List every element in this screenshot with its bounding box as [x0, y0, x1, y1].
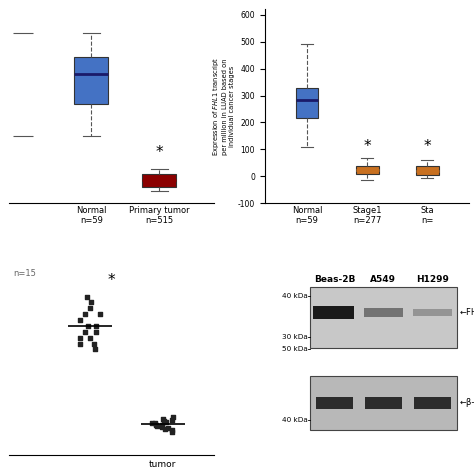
Bar: [365, 397, 402, 409]
Bar: [316, 397, 353, 409]
PathPatch shape: [356, 165, 379, 174]
Point: [161, 425, 169, 432]
Point: [92, 328, 100, 336]
Point: [85, 322, 92, 330]
Point: [153, 422, 161, 429]
Point: [77, 340, 84, 347]
Bar: [310, 286, 457, 348]
PathPatch shape: [142, 174, 176, 187]
Text: *: *: [423, 139, 431, 154]
Point: [160, 417, 168, 425]
Point: [96, 310, 104, 318]
Text: n=15: n=15: [13, 269, 36, 278]
Bar: [313, 306, 354, 319]
Point: [81, 328, 89, 336]
Point: [168, 416, 176, 424]
Bar: [413, 309, 452, 316]
Point: [158, 423, 165, 431]
Point: [86, 334, 93, 341]
PathPatch shape: [416, 166, 438, 175]
Point: [76, 334, 84, 341]
Point: [159, 415, 167, 422]
Point: [86, 304, 93, 312]
Point: [91, 346, 99, 353]
Point: [163, 419, 170, 426]
Text: *: *: [155, 145, 163, 160]
Point: [153, 421, 160, 428]
Point: [164, 424, 172, 432]
Point: [158, 421, 166, 429]
Text: A549: A549: [371, 275, 396, 284]
Point: [148, 419, 156, 427]
Text: 30 kDa: 30 kDa: [282, 334, 308, 340]
Point: [168, 428, 175, 435]
Text: Beas-2B: Beas-2B: [314, 275, 355, 284]
Text: H1299: H1299: [416, 275, 449, 284]
Text: ←β-Actin: ←β-Actin: [459, 398, 474, 407]
Point: [83, 293, 91, 301]
Text: ←FHL1: ←FHL1: [459, 308, 474, 317]
Bar: [364, 308, 403, 317]
Point: [90, 340, 98, 347]
Text: *: *: [363, 139, 371, 154]
PathPatch shape: [74, 57, 108, 104]
Point: [87, 299, 94, 306]
Point: [82, 310, 89, 318]
Point: [169, 413, 176, 420]
Text: 40 kDa: 40 kDa: [282, 417, 308, 423]
Text: 50 kDa: 50 kDa: [282, 346, 308, 353]
Y-axis label: Expression of $\it{FHL1}$ transcript
per million in LUAD based on
individual can: Expression of $\it{FHL1}$ transcript per…: [211, 56, 235, 156]
PathPatch shape: [296, 88, 319, 118]
Point: [92, 322, 100, 330]
Text: *: *: [108, 273, 116, 288]
Point: [151, 419, 158, 427]
Bar: [414, 397, 451, 409]
Bar: [310, 375, 457, 430]
Text: 40 kDa: 40 kDa: [282, 293, 308, 299]
Point: [168, 427, 175, 434]
Point: [77, 316, 84, 324]
